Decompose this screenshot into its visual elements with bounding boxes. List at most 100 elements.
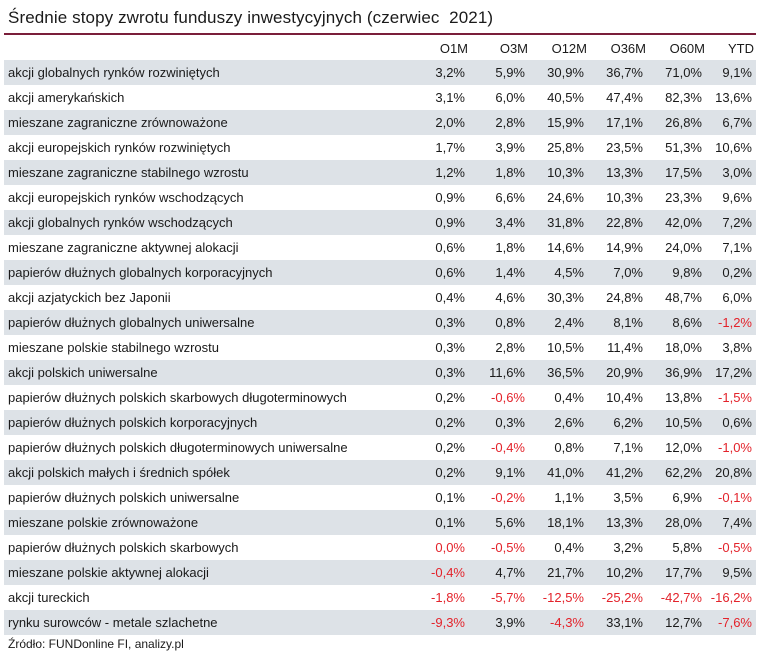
table-row: papierów dłużnych polskich korporacyjnyc… [4,410,756,435]
return-o36m-cell: 3,2% [589,535,648,560]
return-o60m-cell: 10,5% [648,410,707,435]
return-o60m-cell: 62,2% [648,460,707,485]
table-row: akcji globalnych rynków rozwiniętych 3,2%… [4,60,756,85]
return-o12m-cell: 25,8% [530,135,589,160]
fund-category-name: mieszane zagraniczne stabilnego wzrostu [4,160,408,185]
fund-category-name: akcji europejskich rynków rozwiniętych [4,135,408,160]
return-o3m-cell: 6,6% [470,185,530,210]
return-o60m-cell: 12,0% [648,435,707,460]
return-o12m-cell: -4,3% [530,610,589,635]
return-o1m-cell: 0,1% [408,485,470,510]
return-o12m-cell: 36,5% [530,360,589,385]
table-row: mieszane zagraniczne zrównoważone 2,0% 2,8… [4,110,756,135]
fund-category-name: akcji polskich małych i średnich spółek [4,460,408,485]
return-o60m-cell: 24,0% [648,235,707,260]
column-header-label: O12M [552,41,589,56]
return-o1m-cell: -9,3% [408,610,470,635]
source-note: Źródło: FUNDonline FI, analizy.pl [8,637,184,651]
return-o3m-cell: 11,6% [470,360,530,385]
return-o12m-cell: 24,6% [530,185,589,210]
return-o36m-cell: 41,2% [589,460,648,485]
return-o12m-cell: 21,7% [530,560,589,585]
return-o60m-cell: 26,8% [648,110,707,135]
table-row: akcji amerykańskich 3,1% 6,0% 40,5% 47,4% 82,… [4,85,756,110]
return-o3m-cell: -5,7% [470,585,530,610]
table-row: akcji polskich uniwersalne 0,3% 11,6% 36,5%… [4,360,756,385]
return-o36m-cell: 17,1% [589,110,648,135]
return-o60m-cell: 17,5% [648,160,707,185]
return-ytd-cell: 9,5% [707,560,756,585]
return-o1m-cell: 1,7% [408,135,470,160]
return-o60m-cell: 71,0% [648,60,707,85]
return-o1m-cell: 0,6% [408,260,470,285]
fund-category-name: akcji tureckich [4,585,408,610]
return-o60m-cell: 51,3% [648,135,707,160]
return-o36m-cell: 10,4% [589,385,648,410]
return-o36m-cell: 7,1% [589,435,648,460]
fund-category-name: akcji azjatyckich bez Japonii [4,285,408,310]
return-o12m-cell: 15,9% [530,110,589,135]
return-o60m-cell: 9,8% [648,260,707,285]
column-header-o3m: O3M [470,36,530,60]
return-o1m-cell: 3,2% [408,60,470,85]
return-o36m-cell: 47,4% [589,85,648,110]
return-o36m-cell: 10,2% [589,560,648,585]
fund-returns-table: O1M O3M O12M O36M O60M YTD akcji globaln… [4,36,756,635]
table-row: papierów dłużnych polskich długoterminow… [4,435,756,460]
fund-category-name: akcji globalnych rynków rozwiniętych [4,60,408,85]
column-header-o36m: O36M [589,36,648,60]
table-row: papierów dłużnych polskich uniwersalne 0,… [4,485,756,510]
return-o3m-cell: 4,6% [470,285,530,310]
column-header-label: O60M [670,41,707,56]
return-o60m-cell: 28,0% [648,510,707,535]
return-o36m-cell: 36,7% [589,60,648,85]
return-o12m-cell: 14,6% [530,235,589,260]
return-ytd-cell: 17,2% [707,360,756,385]
column-header-o1m: O1M [408,36,470,60]
table-row: papierów dłużnych globalnych uniwersalne… [4,310,756,335]
return-o12m-cell: 0,4% [530,535,589,560]
return-ytd-cell: 6,7% [707,110,756,135]
table-row: mieszane zagraniczne aktywnej alokacji 0,… [4,235,756,260]
return-ytd-cell: 20,8% [707,460,756,485]
return-o12m-cell: 2,6% [530,410,589,435]
return-ytd-cell: 7,2% [707,210,756,235]
return-o3m-cell: -0,4% [470,435,530,460]
return-o3m-cell: 4,7% [470,560,530,585]
column-header-ytd: YTD [707,36,756,60]
return-ytd-cell: 7,1% [707,235,756,260]
return-o1m-cell: 0,6% [408,235,470,260]
return-o3m-cell: 9,1% [470,460,530,485]
fund-category-name: akcji polskich uniwersalne [4,360,408,385]
return-o1m-cell: 1,2% [408,160,470,185]
table-row: akcji azjatyckich bez Japonii 0,4% 4,6% 30,… [4,285,756,310]
return-ytd-cell: 0,6% [707,410,756,435]
return-o60m-cell: 12,7% [648,610,707,635]
fund-category-name: papierów dłużnych globalnych uniwersalne [4,310,408,335]
table-row: akcji globalnych rynków wschodzących 0,9%… [4,210,756,235]
return-o60m-cell: -42,7% [648,585,707,610]
table-row: papierów dłużnych polskich skarbowych dł… [4,385,756,410]
column-header-label: YTD [728,41,756,56]
return-o1m-cell: 3,1% [408,85,470,110]
fund-category-name: papierów dłużnych polskich korporacyjnyc… [4,410,408,435]
return-o3m-cell: 6,0% [470,85,530,110]
table-row: rynku surowców - metale szlachetne -9,3% 3… [4,610,756,635]
fund-category-name: mieszane polskie aktywnej alokacji [4,560,408,585]
return-ytd-cell: 10,6% [707,135,756,160]
fund-category-name: mieszane zagraniczne zrównoważone [4,110,408,135]
return-o60m-cell: 8,6% [648,310,707,335]
return-o12m-cell: 41,0% [530,460,589,485]
title-divider [4,33,756,35]
return-o60m-cell: 5,8% [648,535,707,560]
table-row: akcji europejskich rynków rozwiniętych 1,… [4,135,756,160]
return-o1m-cell: -0,4% [408,560,470,585]
return-o3m-cell: 1,8% [470,160,530,185]
fund-category-name: papierów dłużnych polskich skarbowych dł… [4,385,408,410]
table-row: akcji tureckich -1,8% -5,7% -12,5% -25,2% -42… [4,585,756,610]
return-o12m-cell: 30,3% [530,285,589,310]
return-o1m-cell: 0,2% [408,410,470,435]
table-row: mieszane zagraniczne stabilnego wzrostu 1… [4,160,756,185]
fund-category-name: akcji globalnych rynków wschodzących [4,210,408,235]
return-o3m-cell: 1,8% [470,235,530,260]
